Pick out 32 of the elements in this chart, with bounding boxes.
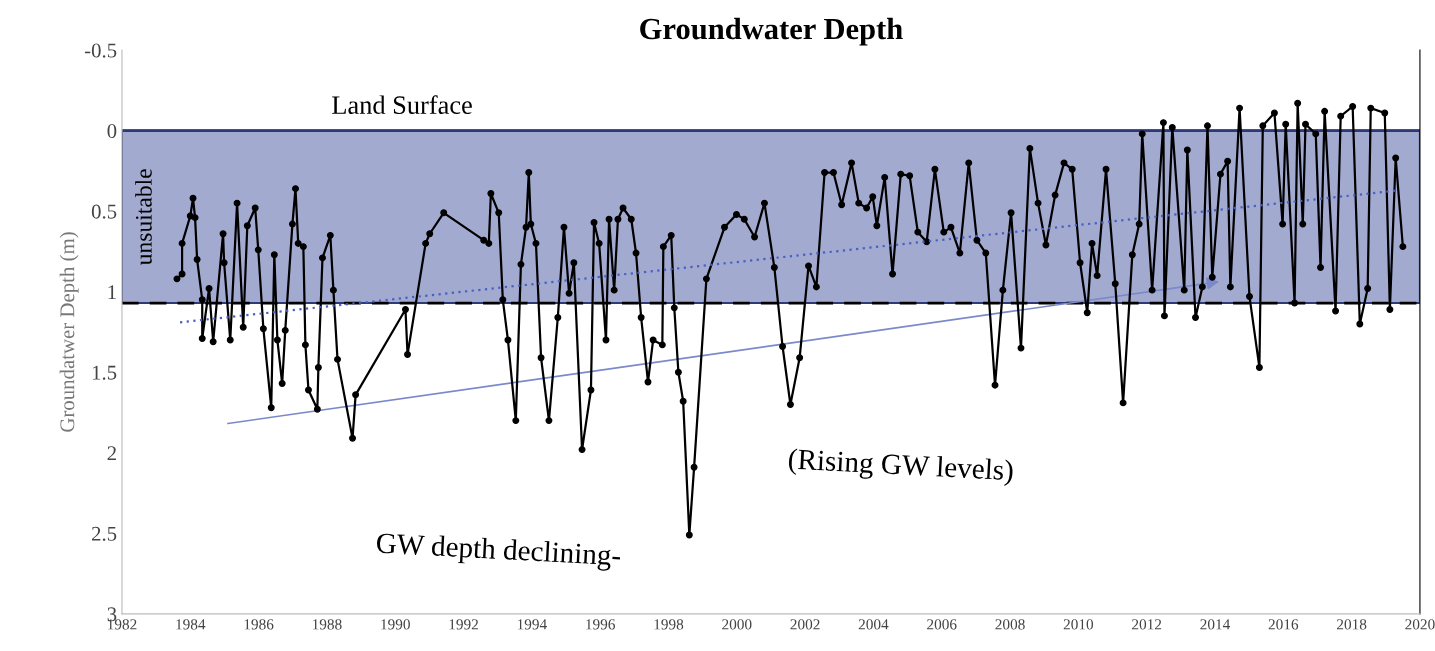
x-tick-label: 2014 xyxy=(1200,619,1231,630)
x-tick-label: 2020 xyxy=(1405,619,1435,630)
x-tick-label: 2006 xyxy=(927,619,957,630)
x-tick-label: 1996 xyxy=(586,619,615,630)
annotation: (Rising GW levels) xyxy=(788,448,1014,487)
y-tick-label: -0.5 xyxy=(84,43,117,58)
y-tick-label: 2.5 xyxy=(91,526,117,541)
y-axis-title: Groundatwer Depth (m) xyxy=(59,232,79,432)
chart-title: Groundwater Depth xyxy=(640,17,903,46)
x-tick-label: 2004 xyxy=(858,619,889,630)
x-tick-label: 2018 xyxy=(1337,619,1367,630)
x-tick-label: 2012 xyxy=(1132,619,1162,630)
x-tick-label: 1984 xyxy=(176,619,206,630)
x-tick-label: 2016 xyxy=(1268,619,1299,630)
x-tick-label: 1986 xyxy=(244,619,274,630)
ref-line-label: Land Surface xyxy=(332,95,472,115)
x-tick-label: 1988 xyxy=(312,619,342,630)
x-tick-label: 1992 xyxy=(449,619,478,630)
y-tick-label: 0 xyxy=(107,124,117,139)
x-tick-label: 2010 xyxy=(1063,619,1094,630)
y-tick-label: 2 xyxy=(107,446,116,461)
x-tick-label: 1994 xyxy=(517,619,547,630)
x-tick-label: 2000 xyxy=(722,619,752,630)
y-tick-label: 0.5 xyxy=(91,204,117,219)
x-tick-label: 1990 xyxy=(381,619,410,630)
y-tick-label: 1.5 xyxy=(92,365,117,380)
annotation: GW depth declining- xyxy=(376,532,621,572)
x-tick-label: 2002 xyxy=(790,619,820,630)
y-tick-label: 1 xyxy=(108,285,116,299)
x-tick-label: 2008 xyxy=(995,619,1025,630)
x-tick-label: 1998 xyxy=(654,619,684,630)
band-label: unsuitable xyxy=(135,169,152,266)
